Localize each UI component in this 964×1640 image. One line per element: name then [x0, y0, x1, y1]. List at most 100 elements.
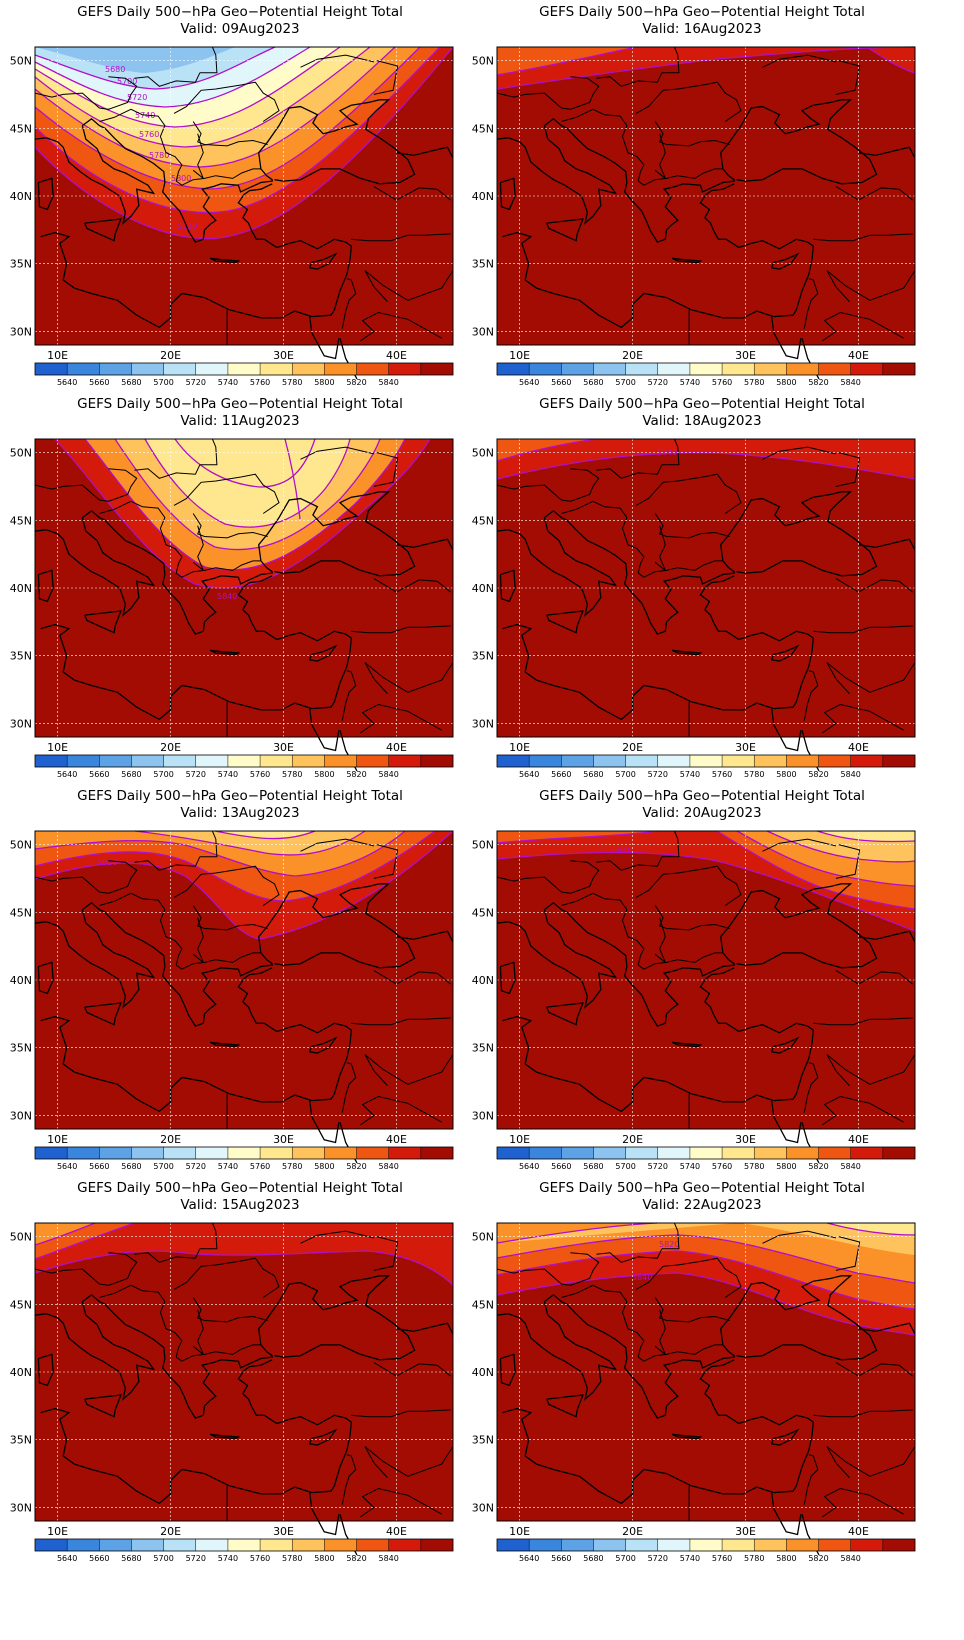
colorbar-swatch [882, 1147, 916, 1159]
coastline-segment [499, 569, 516, 603]
colorbar-label: 5640 [57, 770, 77, 779]
lon-tick-label: 10E [509, 1133, 530, 1146]
map-svg: 50N 45N 40N 35N 30N 10E 20E 30E 40E 5640 5660 568… [10, 1222, 454, 1563]
border-segment [241, 865, 280, 906]
panel-valid-date: Valid: 11Aug2023 [180, 413, 300, 429]
colorbar-border [34, 754, 454, 768]
gridlines [35, 439, 453, 737]
colorbar-swatch [67, 1147, 100, 1159]
border-segment [822, 1095, 904, 1126]
colorbar-border [496, 754, 916, 768]
map-frame: 5840 [496, 830, 916, 1164]
lon-labels: 10E 20E 30E 40E [47, 1133, 407, 1146]
lat-tick-label: 45N [472, 514, 494, 527]
colorbar-label: 5700 [153, 1554, 173, 1563]
lat-tick-label: 40N [472, 190, 494, 203]
map-border [496, 438, 916, 738]
colorbar-swatch [786, 363, 819, 375]
map-border [496, 46, 916, 346]
border-segment [364, 1446, 454, 1479]
coastline-segment [499, 177, 516, 211]
colorbar-label: 5780 [282, 378, 302, 387]
colorbar-swatch [99, 1147, 132, 1159]
lat-labels: 50N 45N 40N 35N 30N [472, 1231, 494, 1515]
lon-tick-label: 40E [848, 349, 869, 362]
border-segment [373, 452, 399, 487]
map-panel-2: GEFS Daily 500−hPa Geo−Potential Height … [0, 392, 480, 802]
border-segment [654, 1297, 730, 1323]
border-segment [192, 121, 268, 147]
lat-tick-label: 45N [472, 1298, 494, 1311]
border-segment [813, 233, 913, 242]
gridlines [35, 1223, 453, 1521]
colorbar-swatch [882, 755, 916, 767]
colorbar-border [34, 362, 454, 376]
coastline-segment [858, 1322, 916, 1335]
map-frame: 5840 [496, 438, 916, 772]
colorbar-swatch [529, 1539, 562, 1551]
height-band-5830-ne [867, 47, 915, 73]
coastline-segment [308, 1036, 338, 1054]
colorbar-label: 5700 [153, 1162, 173, 1171]
coastline-segment [546, 610, 584, 634]
coastline-segment [502, 1359, 814, 1505]
coastline-segment [40, 1359, 352, 1505]
border-segment [192, 525, 204, 571]
colorbar-label: 5660 [551, 1554, 571, 1563]
colorbar-label: 5640 [519, 378, 539, 387]
colorbar-label: 5680 [121, 1554, 141, 1563]
colorbar-label: 5640 [519, 770, 539, 779]
border-segment [360, 1095, 442, 1126]
height-band-5780 [497, 1223, 915, 1255]
border-segment [34, 1252, 138, 1286]
panel-valid-date: Valid: 09Aug2023 [180, 21, 300, 37]
colorbar-label: 5720 [186, 770, 206, 779]
contour-label: 5800 [171, 174, 191, 183]
coastline-segment [308, 315, 340, 360]
colorbar-label: 5660 [89, 770, 109, 779]
map-svg: 50N 45N 40N 35N 30N 10E 20E 30E 40E 5640 5660 568… [472, 46, 916, 387]
border-segment [192, 1309, 204, 1355]
border-segment [496, 76, 600, 110]
colorbar-label: 5800 [314, 1162, 334, 1171]
border-segment [835, 1362, 914, 1377]
coastline-segment [209, 1041, 241, 1048]
border-segment [99, 892, 261, 970]
contour-lines [496, 830, 916, 932]
colorbar-label: 5840 [841, 378, 861, 387]
lat-tick-label: 35N [10, 1042, 32, 1055]
coastline-segment [37, 177, 54, 211]
colorbar-label: 5740 [680, 1162, 700, 1171]
lon-tick-label: 10E [47, 1525, 68, 1538]
border-segment [654, 1309, 666, 1355]
lat-tick-label: 45N [472, 906, 494, 919]
colorbar-label: 5680 [121, 378, 141, 387]
colorbar-label: 5840 [841, 1162, 861, 1171]
border-segment [199, 46, 218, 74]
colorbar-swatch [324, 363, 357, 375]
border-segment [635, 476, 704, 506]
colorbar-label: 5640 [57, 1162, 77, 1171]
colorbar-swatch [722, 363, 755, 375]
border-segment [351, 1409, 451, 1418]
lon-labels: 10E 20E 30E 40E [47, 349, 407, 362]
border-segment [34, 468, 138, 502]
lat-tick-label: 40N [10, 582, 32, 595]
border-segment [703, 1257, 742, 1298]
border-segment [373, 60, 399, 95]
colorbar-swatch [529, 755, 562, 767]
border-segment [34, 860, 138, 894]
colorbar-label: 5780 [744, 1162, 764, 1171]
colorbar-swatch [227, 1147, 261, 1159]
gridlines [497, 1223, 915, 1521]
panel-valid-date: Valid: 16Aug2023 [642, 21, 762, 37]
coastline-segment [770, 644, 800, 662]
lat-tick-label: 30N [10, 717, 32, 730]
colorbar-swatch [593, 755, 626, 767]
colorbar-swatch [356, 1539, 389, 1551]
border-segment [813, 625, 913, 634]
contour-lines [496, 438, 916, 480]
colorbar: 5640 5660 5680 5700 5720 5740 5760 5780 5800 5820… [496, 1146, 916, 1171]
border-segment [192, 133, 204, 179]
